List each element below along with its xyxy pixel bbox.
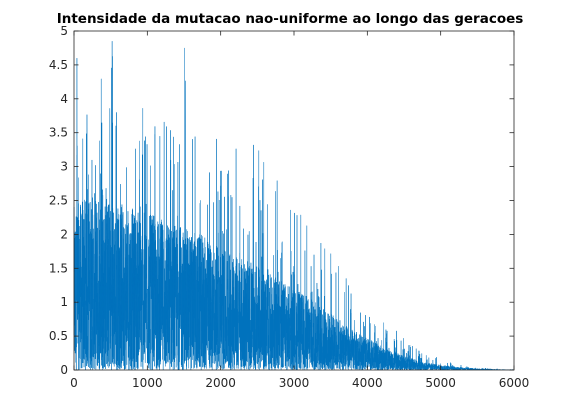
y-tick-label: 0.5 — [49, 329, 68, 343]
y-tick-label: 2 — [60, 227, 68, 241]
x-tick-label: 5000 — [425, 376, 456, 390]
y-tick-label: 2.5 — [49, 194, 68, 208]
x-tick-label: 3000 — [279, 376, 310, 390]
y-tick-label: 1 — [60, 295, 68, 309]
y-tick-label: 1.5 — [49, 261, 68, 275]
chart-title: Intensidade da mutacao nao-uniforme ao l… — [57, 11, 524, 27]
y-tick-label: 3 — [60, 160, 68, 174]
x-tick-label: 6000 — [499, 376, 530, 390]
x-tick-label: 2000 — [205, 376, 236, 390]
x-tick-label: 4000 — [352, 376, 383, 390]
ticks-layer: 0 1000 2000 3000 4000 5000 6000 0 0.5 1 1.5 2 2.5 3 3.… — [49, 24, 529, 390]
y-tick-label: 4.5 — [49, 58, 68, 72]
x-tick-label: 1000 — [132, 376, 163, 390]
x-tick-label: 0 — [70, 376, 78, 390]
y-tick-label: 4 — [60, 92, 68, 106]
y-tick-label: 0 — [60, 363, 68, 377]
y-tick-label: 3.5 — [49, 126, 68, 140]
y-tick-label: 5 — [60, 24, 68, 38]
